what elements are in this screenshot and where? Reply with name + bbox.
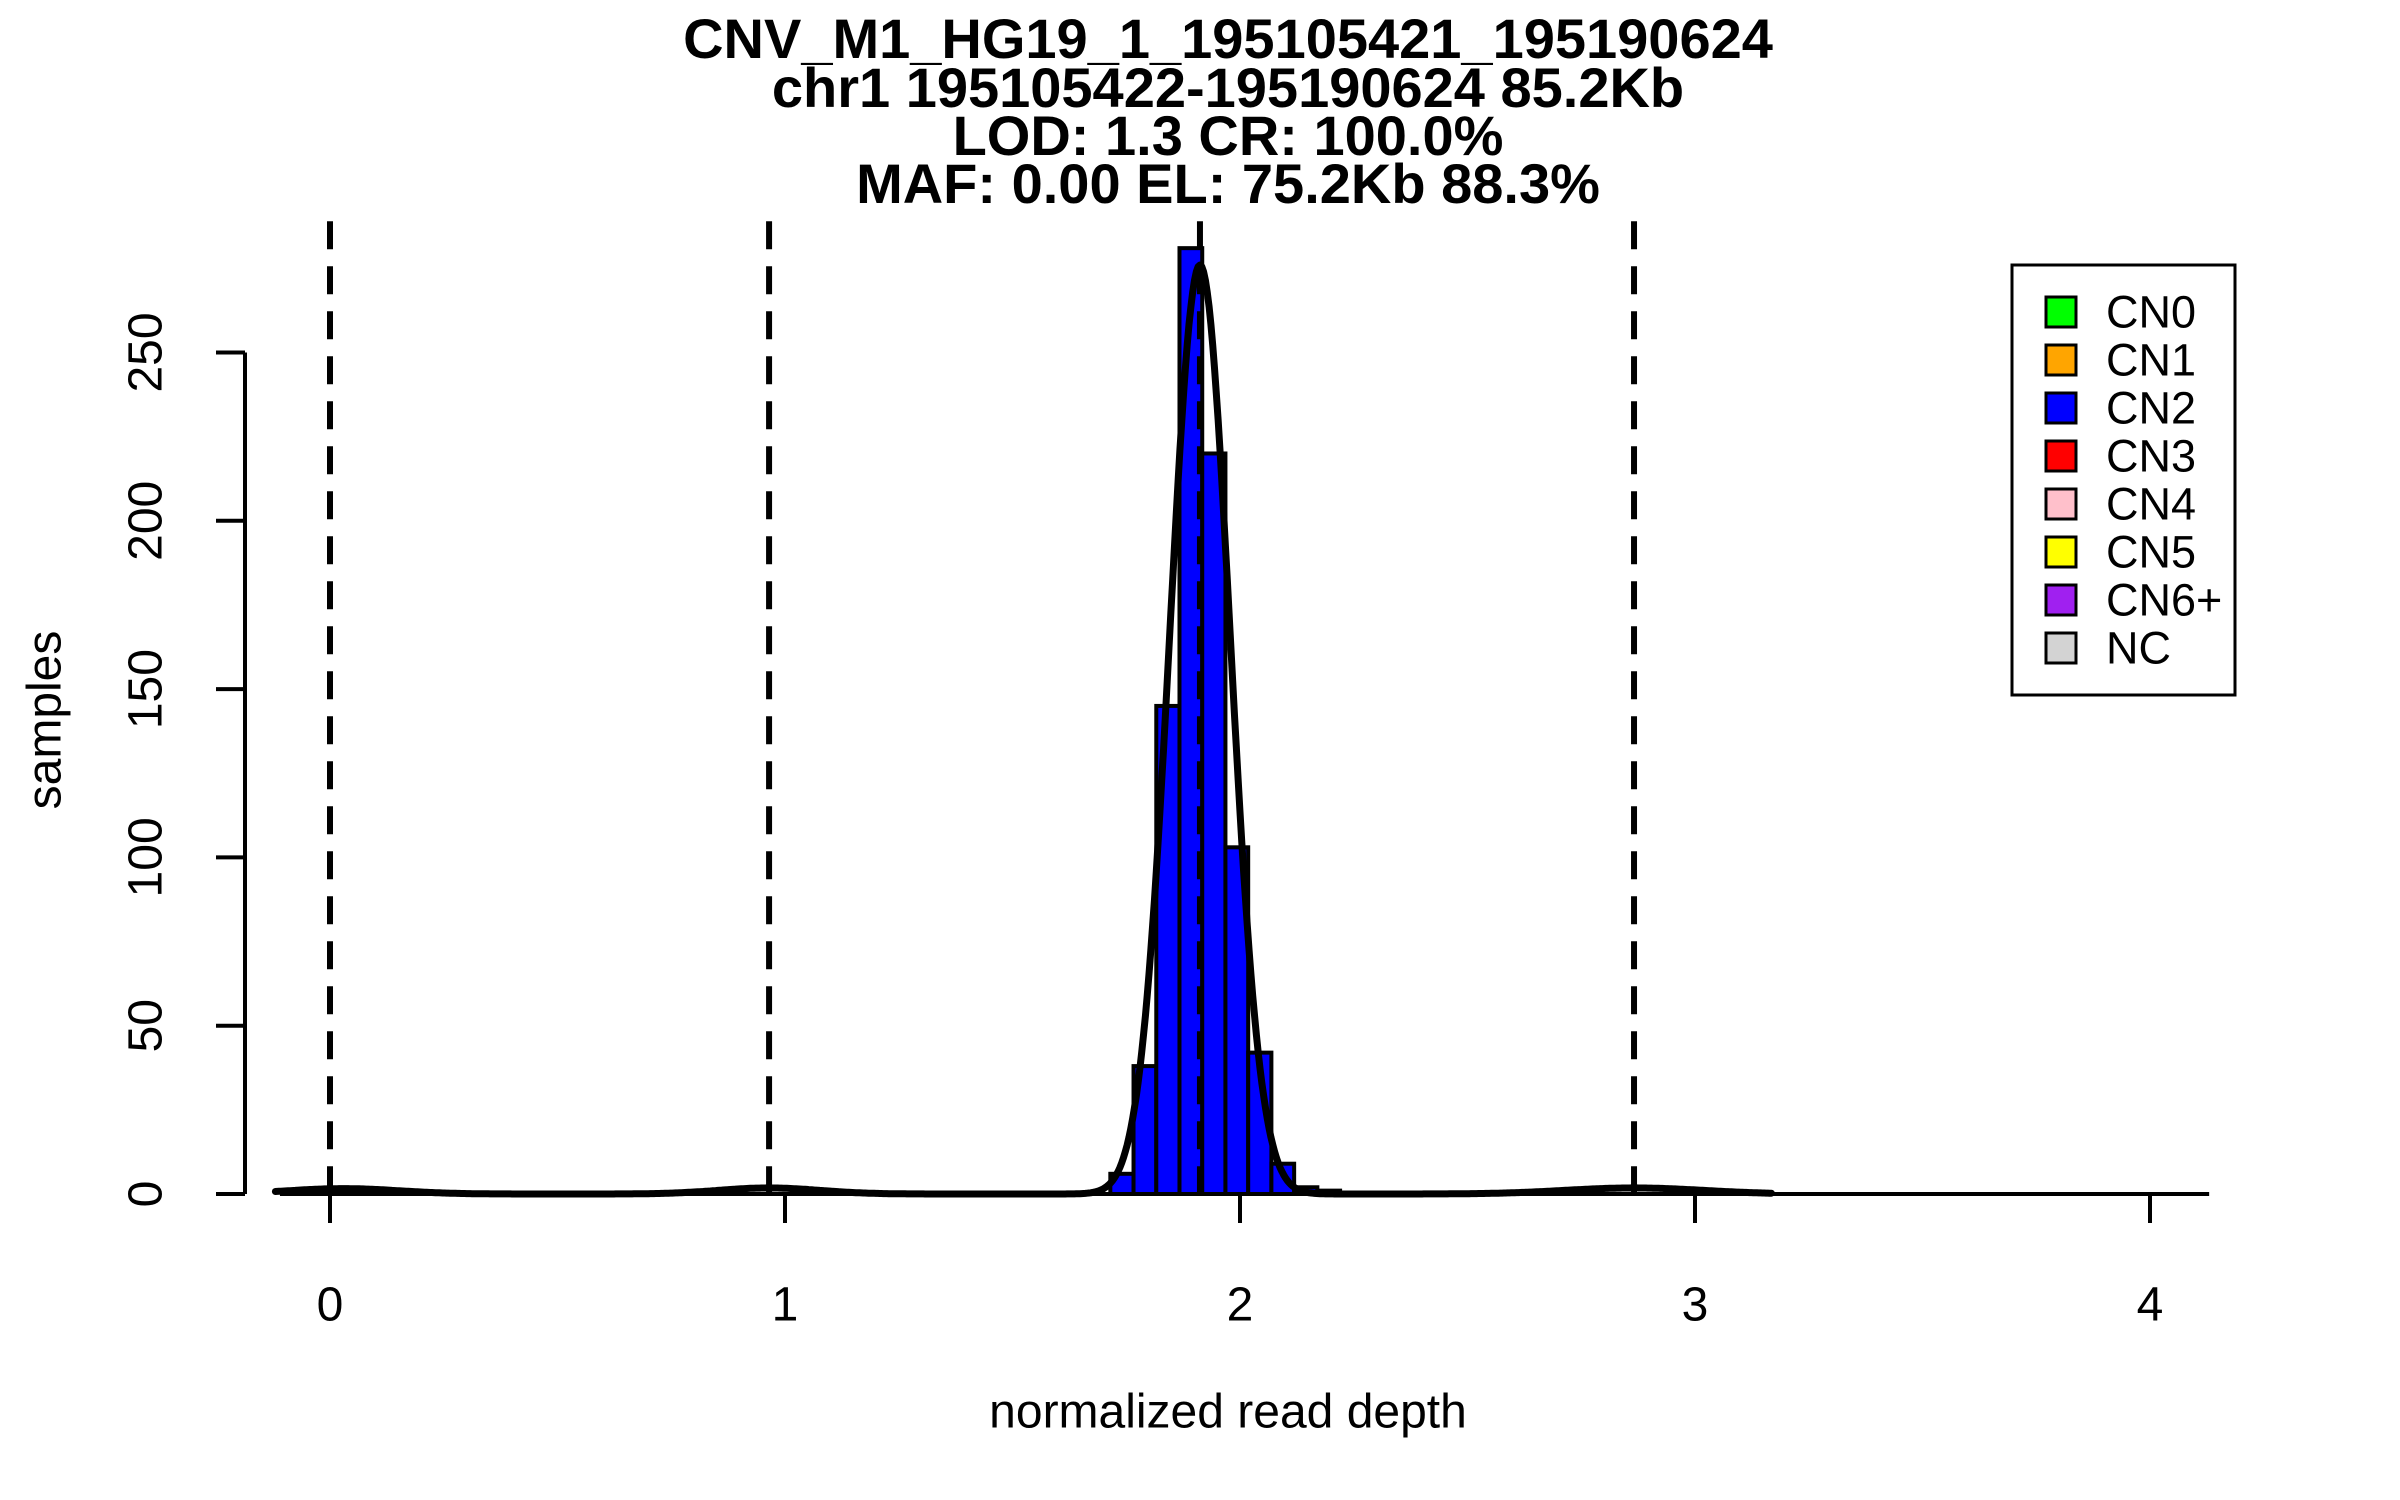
x-tick-label: 4 bbox=[2137, 1279, 2164, 1332]
title-line-2: chr1 195105422-195190624 85.2Kb bbox=[772, 56, 1684, 119]
legend-swatch-cn5 bbox=[2044, 535, 2078, 569]
title-line-1: CNV_M1_HG19_1_195105421_195190624 bbox=[683, 7, 1773, 70]
legend-swatch-nc bbox=[2044, 631, 2078, 665]
y-axis-label: samples bbox=[19, 631, 72, 810]
title-line-4: MAF: 0.00 EL: 75.2Kb 88.3% bbox=[856, 152, 1600, 215]
y-tick-label: 200 bbox=[120, 481, 173, 561]
histogram-bar bbox=[1223, 845, 1251, 1196]
legend-label-cn2: CN2 bbox=[2106, 383, 2196, 434]
legend-label-cn6plus: CN6+ bbox=[2106, 575, 2222, 626]
legend-label-nc: NC bbox=[2106, 623, 2171, 674]
legend-swatch-cn0 bbox=[2044, 295, 2078, 329]
legend-label-cn0: CN0 bbox=[2106, 287, 2196, 338]
x-tick-label: 0 bbox=[317, 1279, 344, 1332]
y-tick-label: 0 bbox=[120, 1181, 173, 1208]
x-tick-label: 1 bbox=[772, 1279, 799, 1332]
density-curve bbox=[271, 261, 1775, 1198]
y-tick-label: 50 bbox=[120, 999, 173, 1052]
x-tick-label: 2 bbox=[1227, 1279, 1254, 1332]
legend-label-cn1: CN1 bbox=[2106, 335, 2196, 386]
legend-label-cn5: CN5 bbox=[2106, 527, 2196, 578]
legend-swatch-cn6plus bbox=[2044, 583, 2078, 617]
legend-box bbox=[2010, 263, 2237, 697]
legend-label-cn4: CN4 bbox=[2106, 479, 2196, 530]
x-tick-label: 3 bbox=[1682, 1279, 1709, 1332]
y-tick-label: 150 bbox=[120, 649, 173, 729]
histogram-bar bbox=[1200, 451, 1228, 1197]
legend-swatch-cn3 bbox=[2044, 439, 2078, 473]
legend-swatch-cn4 bbox=[2044, 487, 2078, 521]
legend-swatch-cn2 bbox=[2044, 391, 2078, 425]
legend-swatch-cn1 bbox=[2044, 343, 2078, 377]
title-line-3: LOD: 1.3 CR: 100.0% bbox=[953, 104, 1504, 167]
x-axis-label: normalized read depth bbox=[989, 1386, 1467, 1439]
plot-area: 0 1 2 3 4 0 50 100 150 200 250 CN0CN1CN2CN3CN4CN5CN… bbox=[120, 221, 2237, 1332]
y-tick-label: 250 bbox=[120, 312, 173, 392]
y-tick-label: 100 bbox=[120, 817, 173, 897]
legend-label-cn3: CN3 bbox=[2106, 431, 2196, 482]
